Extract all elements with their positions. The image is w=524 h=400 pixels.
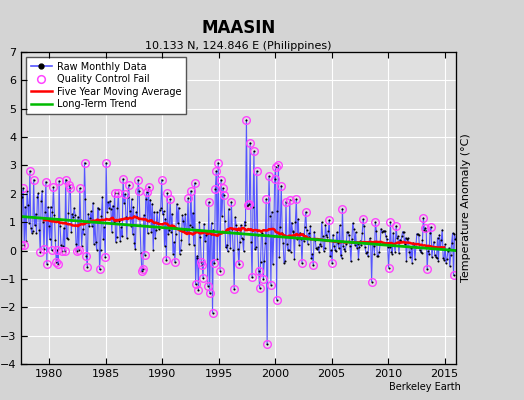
Title: MAASIN: MAASIN <box>201 18 276 36</box>
Y-axis label: Temperature Anomaly (°C): Temperature Anomaly (°C) <box>462 134 472 282</box>
Title: 10.133 N, 124.846 E (Philippines): 10.133 N, 124.846 E (Philippines) <box>145 41 332 51</box>
Text: Berkeley Earth: Berkeley Earth <box>389 382 461 392</box>
Legend: Raw Monthly Data, Quality Control Fail, Five Year Moving Average, Long-Term Tren: Raw Monthly Data, Quality Control Fail, … <box>26 57 187 114</box>
